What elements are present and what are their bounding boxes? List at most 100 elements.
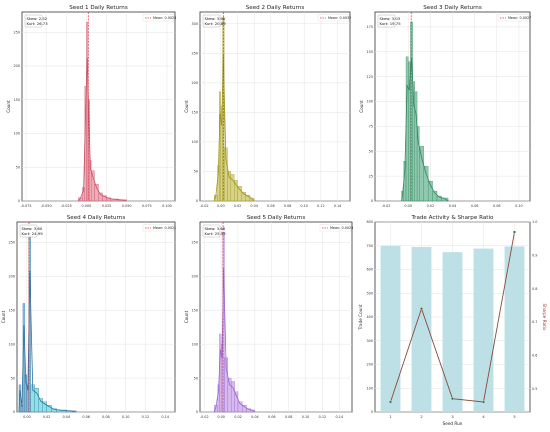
chart-1-ytick-label: 50 xyxy=(16,165,20,169)
chart-2-kurt-label: Kurt: 20.89 xyxy=(205,21,227,26)
chart-5-ytick-label: 250 xyxy=(192,241,198,245)
chart-4-kurt-label: Kurt: 24.99 xyxy=(22,231,44,236)
chart-1-xtick-label: 0.050 xyxy=(122,204,132,208)
chart-3-kurt-label: Kurt: 19.75 xyxy=(380,21,402,26)
chart-1-kurt-label: Kurt: 26.73 xyxy=(27,21,49,26)
chart-1-ytick-label: 100 xyxy=(14,132,20,136)
chart-3-group: Seed 3 Daily Returns -0.02 0.00 0.02 0.04 0.0… xyxy=(359,5,531,208)
chart-6-y2label: Sharpe Ratio xyxy=(542,304,547,331)
chart-5-kde-curve xyxy=(213,268,256,413)
chart-1-hist-bar xyxy=(86,21,89,202)
chart-2-hist-bar xyxy=(230,174,235,202)
chart-5-legend-box xyxy=(319,224,352,232)
chart-6-title: Trade Activity & Sharpe Ratio xyxy=(411,215,494,221)
chart-5-ytick-label: 50 xyxy=(194,376,198,380)
chart-6-xtick-label: 5 xyxy=(513,415,515,419)
chart-5-xtick-label: 0.00 xyxy=(217,415,225,419)
chart-4-xtick-label: 0.14 xyxy=(161,415,169,419)
chart-3-legend-box xyxy=(497,14,530,22)
chart-4-xtick-label: 0.10 xyxy=(122,415,130,419)
chart-6-xtick-label: 3 xyxy=(451,415,453,419)
chart-4-xtick-label: 0.12 xyxy=(142,415,150,419)
chart-6-xtick-label: 4 xyxy=(482,415,485,419)
chart-2-hist-bar xyxy=(237,186,242,202)
chart-4-xtick-label: 0.06 xyxy=(82,415,90,419)
chart-1-ytick-label: 200 xyxy=(14,64,20,68)
chart-3-kde-curve xyxy=(401,57,449,202)
chart-1-xtick-label: 0.000 xyxy=(82,204,92,208)
chart-5-skew-label: Skew: 3.68 xyxy=(205,226,226,231)
chart-5-hist-bar xyxy=(231,381,235,413)
chart-4-ylabel: Count xyxy=(1,310,6,323)
chart-3-hist-bar xyxy=(441,197,449,202)
chart-3-legend-label: Mean: 0.0027 xyxy=(508,16,531,20)
chart-1-legend-box xyxy=(142,14,175,22)
chart-6-ytick-label: 300 xyxy=(367,339,373,343)
chart-5-group: Seed 5 Daily Returns -0.02 0.00 0.02 0.04 0.0… xyxy=(184,215,353,419)
chart-6-ytick-label: 0 xyxy=(371,410,373,414)
chart-2-xtick-label: 0.00 xyxy=(217,204,225,208)
chart-2-ytick-label: 150 xyxy=(192,111,198,115)
chart-1-ylabel: Count xyxy=(6,100,11,113)
chart-2-xtick-label: 0.06 xyxy=(267,204,275,208)
chart-4-ytick-label: 150 xyxy=(9,308,15,312)
chart-5-stats-box xyxy=(202,224,221,238)
chart-2-legend-label: Mean: 0.0032 xyxy=(328,16,351,20)
chart-5-ytick-label: 100 xyxy=(192,342,198,346)
chart-5-ylabel: Count xyxy=(184,310,189,323)
chart-6-xtick-label: 2 xyxy=(420,415,422,419)
chart-3-xtick-label: 0.06 xyxy=(471,204,479,208)
chart-5-xtick-label: 0.06 xyxy=(268,415,276,419)
chart-6-ytick-label: 600 xyxy=(367,268,373,272)
chart-1-group: Seed 1 Daily Returns -0.075 -0.050 -0.025 0.… xyxy=(6,5,176,208)
chart-6-xlabel: Seed Run xyxy=(443,421,463,426)
chart-2-skew-label: Skew: 3.95 xyxy=(205,16,226,21)
chart-5-xtick-label: 0.08 xyxy=(285,415,293,419)
chart-6-ytick-label: 400 xyxy=(367,315,373,319)
chart-6-group: Trade Activity & Sharpe Ratio 0 100 200 300 4… xyxy=(358,215,547,426)
chart-5-xtick-label: 0.02 xyxy=(234,415,242,419)
chart-2-ytick-label: 50 xyxy=(194,170,198,174)
chart-4-xtick-label: 0.04 xyxy=(63,415,71,419)
chart-3-ytick-label: 75 xyxy=(369,125,373,129)
chart-6-sharpe-point xyxy=(389,400,392,404)
chart-6-xtick-label: 1 xyxy=(389,415,391,419)
chart-6-trade-bar xyxy=(411,246,432,412)
chart-1-hist-bar xyxy=(91,170,95,202)
chart-6-trade-bar xyxy=(442,252,463,412)
chart-1-ytick-label: 250 xyxy=(14,30,20,34)
chart-1-ytick-label: 150 xyxy=(14,98,20,102)
chart-1-xtick-label: 0.100 xyxy=(162,204,172,208)
chart-6-trade-bar xyxy=(504,246,525,412)
chart-2-ylabel: Count xyxy=(184,100,189,113)
chart-3-hist-bar xyxy=(419,146,424,202)
chart-4-skew-label: Skew: 3.60 xyxy=(22,226,43,231)
chart-3-title: Seed 3 Daily Returns xyxy=(423,5,482,11)
chart-3-ytick-label: 150 xyxy=(367,50,373,54)
chart-5-title: Seed 5 Daily Returns xyxy=(247,215,306,221)
chart-4-legend-box xyxy=(142,224,175,232)
chart-3-hist-bar xyxy=(423,166,429,202)
chart-6-y2tick-label: 1.0 xyxy=(532,220,537,224)
chart-2-xtick-label: 0.12 xyxy=(317,204,325,208)
chart-5-legend-label: Mean: 0.0023 xyxy=(330,226,353,230)
chart-4-xtick-label: 0.02 xyxy=(43,415,51,419)
chart-5-ytick-label: 0 xyxy=(196,410,198,414)
chart-4-ytick-label: 0 xyxy=(13,410,15,414)
chart-2-group: Seed 2 Daily Returns -0.02 0.00 0.02 0.04 0.0… xyxy=(184,5,351,208)
chart-5-ytick-label: 150 xyxy=(192,308,198,312)
chart-5-xtick-label: 0.04 xyxy=(251,415,259,419)
chart-6-y2tick-label: 0.9 xyxy=(532,254,537,258)
chart-6-ylabel: Trade Count xyxy=(358,304,363,331)
chart-4-plot-area xyxy=(16,221,176,413)
chart-6-ytick-label: 200 xyxy=(367,363,373,367)
chart-4-kde-curve xyxy=(18,270,77,413)
chart-2-xtick-label: -0.02 xyxy=(200,204,209,208)
chart-3-ytick-label: 175 xyxy=(367,25,373,29)
chart-6-ytick-label: 100 xyxy=(367,386,373,390)
chart-3-xtick-label: 0.04 xyxy=(449,204,457,208)
chart-2-title: Seed 2 Daily Returns xyxy=(246,5,305,11)
chart-3-ytick-label: 100 xyxy=(367,100,373,104)
chart-3-hist-bar xyxy=(414,91,418,202)
chart-3-xtick-label: 0.02 xyxy=(427,204,435,208)
